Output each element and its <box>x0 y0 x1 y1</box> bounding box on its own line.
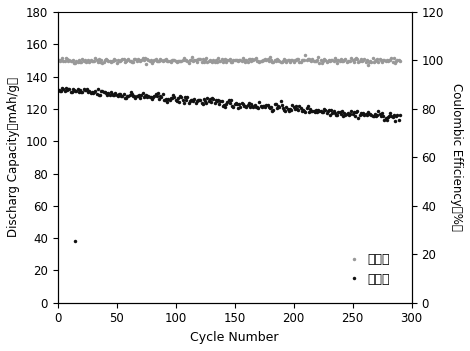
Y-axis label: Coulombic Efficiency（%）: Coulombic Efficiency（%） <box>450 84 463 231</box>
X-axis label: Cycle Number: Cycle Number <box>190 331 279 344</box>
Legend: 修饰前, 修饰后: 修饰前, 修饰后 <box>346 249 395 291</box>
Y-axis label: Discharg Capacity（mAh/g）: Discharg Capacity（mAh/g） <box>7 77 20 237</box>
